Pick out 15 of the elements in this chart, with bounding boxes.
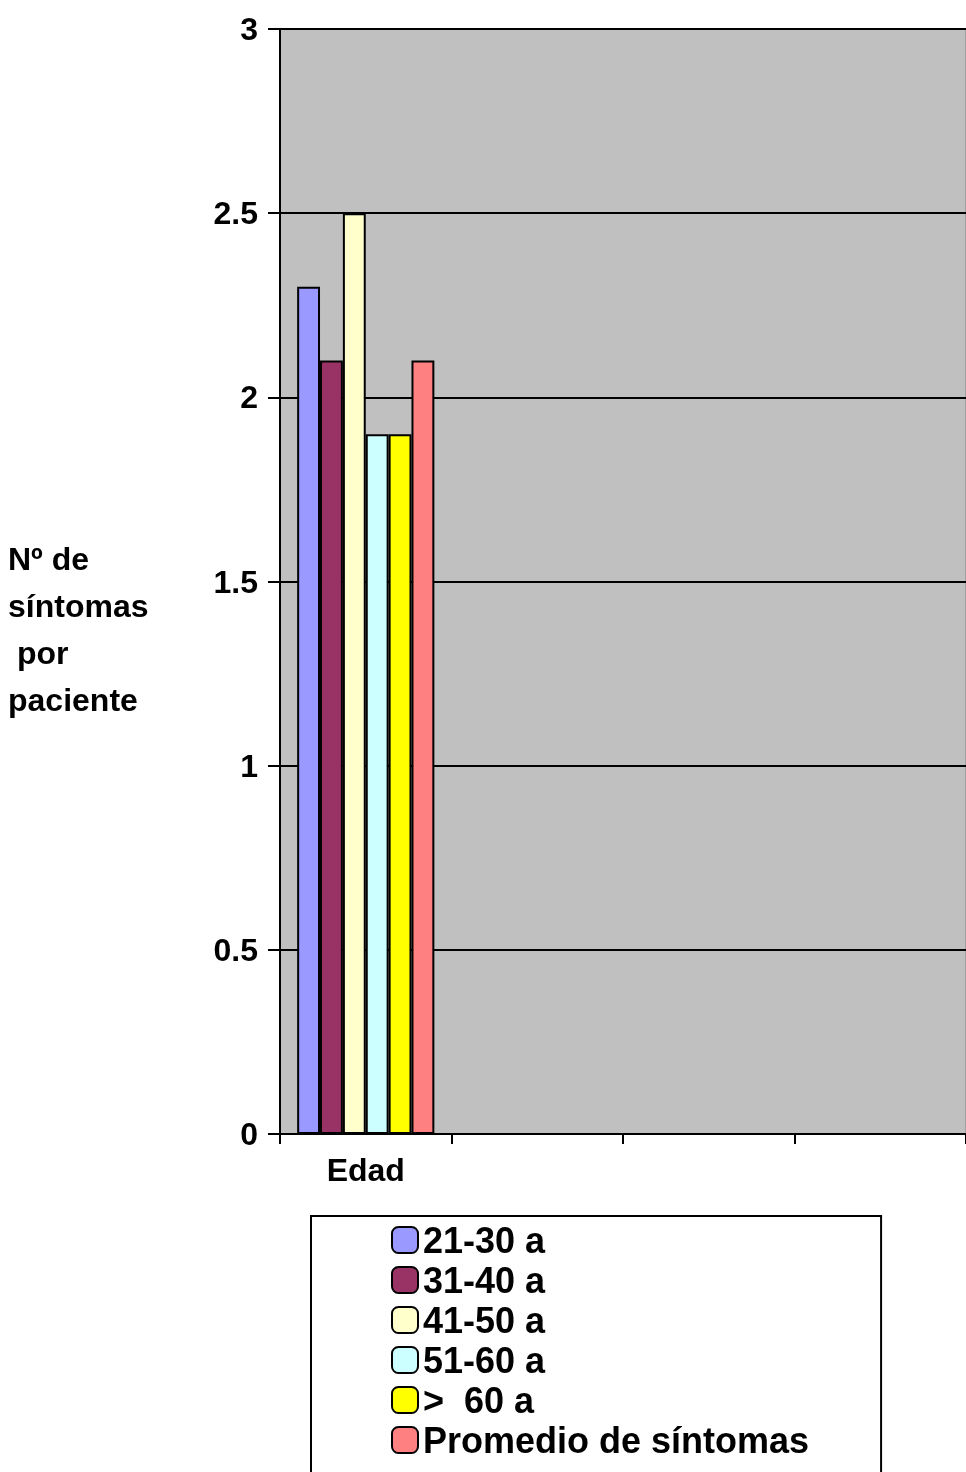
legend-label: > 60 a [423, 1379, 536, 1421]
legend-label: Promedio de síntomas [423, 1419, 810, 1461]
y-tick-label: 3 [240, 11, 258, 47]
y-tick-label: 2.5 [213, 195, 258, 232]
legend-label: 31-40 a [423, 1259, 547, 1301]
y-tick-label: 1.5 [213, 563, 258, 600]
y-tick-label: 0 [240, 1116, 258, 1152]
y-tick-label: 0.5 [213, 931, 258, 968]
y-axis-title: Nº de síntomas por paciente [8, 540, 149, 718]
x-tick-label: Edad [326, 1152, 405, 1188]
legend-label: 41-50 a [423, 1299, 547, 1341]
y-tick-label: 1 [240, 747, 258, 784]
legend-label: 21-30 a [423, 1219, 547, 1261]
legend-label: 51-60 a [423, 1339, 547, 1381]
y-tick-label: 2 [240, 379, 258, 416]
